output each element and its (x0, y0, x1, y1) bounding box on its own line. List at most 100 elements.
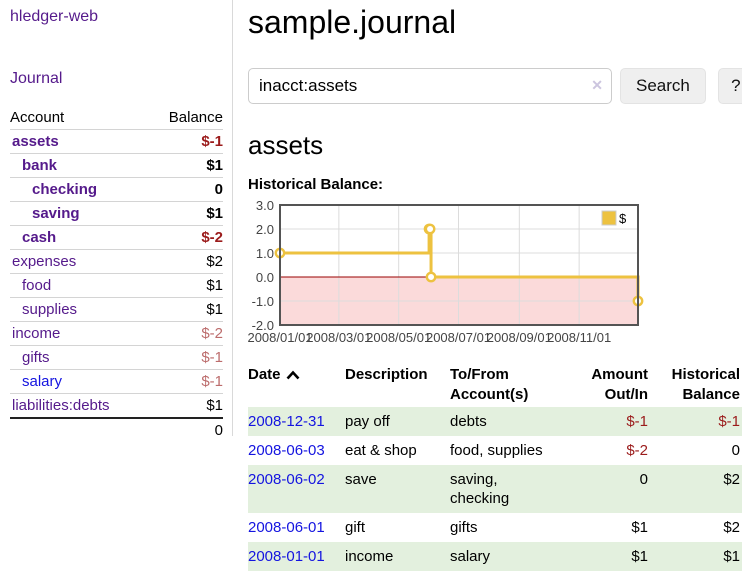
x-tick-label: 2008/05/01 (366, 330, 431, 345)
balance-chart-svg: $3.0 2.0 1.0 0.0 -1.0 -2.02008/01/012008/03/0… (247, 198, 644, 345)
register-header-date[interactable]: Date (248, 363, 345, 407)
account-link[interactable]: food (22, 277, 52, 294)
account-link[interactable]: supplies (22, 301, 78, 318)
x-tick-label: 2008/11/01 (547, 330, 611, 345)
register-amount: 0 (568, 465, 650, 513)
account-balance: $-1 (147, 345, 223, 370)
register-row: 2008-06-01 gift gifts $1 $2 (248, 513, 742, 542)
register-amount: $-1 (568, 407, 650, 436)
account-link[interactable]: checking (32, 181, 98, 198)
y-tick-label: 1.0 (256, 246, 274, 261)
account-balance: $-1 (147, 129, 223, 154)
chart-label: Historical Balance: (248, 176, 384, 193)
accounts-header-account: Account (10, 106, 148, 130)
account-balance: $2 (147, 249, 223, 274)
accounts-header-balance: Balance (147, 106, 223, 130)
register-description: gift (345, 519, 366, 536)
register-balance: $-1 (650, 407, 742, 436)
account-link[interactable]: gifts (22, 349, 50, 366)
account-row: supplies $1 (10, 297, 223, 322)
register-header-amount: Amount Out/In (591, 366, 648, 403)
accounts-table: Account Balance assets $-1 bank $1 checking 0… (10, 106, 223, 442)
register-row: 2008-01-01 income salary $1 $1 (248, 542, 742, 571)
register-row: 2008-12-31 pay off debts $-1 $-1 (248, 407, 742, 436)
register-balance: $2 (723, 519, 740, 536)
y-tick-label: 3.0 (256, 201, 274, 213)
accounts-total-value: 0 (147, 417, 223, 442)
app-title-link[interactable]: hledger-web (10, 8, 99, 25)
y-tick-label: 2.0 (256, 222, 274, 237)
register-amount: $1 (568, 542, 650, 571)
accounts-table-header: Account Balance (10, 106, 223, 130)
account-heading: assets (248, 130, 324, 160)
page-title: sample.journal (248, 4, 457, 40)
search-form: ✕ Search ? (248, 68, 742, 104)
account-balance: $-2 (147, 225, 223, 250)
register-date-link[interactable]: 2008-01-01 (248, 548, 325, 565)
account-link[interactable]: income (12, 325, 61, 342)
register-description: eat & shop (345, 442, 417, 459)
x-tick-label: 2008/07/01 (426, 330, 491, 345)
account-row: liabilities:debts $1 (10, 393, 223, 419)
account-balance: $-1 (147, 369, 223, 394)
search-button[interactable]: Search (620, 68, 706, 104)
register-accounts: debts (450, 407, 568, 436)
register-header-description: Description (345, 366, 428, 383)
register-accounts: salary (450, 542, 568, 571)
legend-swatch (601, 210, 617, 226)
register-balance: 0 (731, 442, 740, 459)
account-balance: $-2 (147, 321, 223, 346)
account-link[interactable]: assets (12, 133, 59, 150)
account-row: salary $-1 (10, 369, 223, 394)
sort-ascending-icon (286, 367, 300, 384)
register-date-link[interactable]: 2008-12-31 (248, 413, 325, 430)
account-row: assets $-1 (10, 129, 223, 154)
y-tick-label: -1.0 (252, 294, 274, 309)
account-row: saving $1 (10, 201, 223, 226)
account-row: bank $1 (10, 153, 223, 178)
account-row: expenses $2 (10, 249, 223, 274)
data-point (425, 271, 437, 283)
help-button[interactable]: ? (717, 68, 742, 104)
sidebar: hledger-web Journal Account Balance asse… (0, 0, 233, 571)
account-link[interactable]: cash (22, 229, 57, 246)
sidebar-item-journal[interactable]: Journal (10, 70, 63, 87)
x-tick-label: 2008/01/01 (248, 330, 313, 345)
register-accounts: food, supplies (450, 442, 543, 459)
register-balance: $2 (650, 465, 742, 513)
accounts-total-row: 0 (10, 417, 223, 442)
search-input[interactable] (248, 68, 612, 104)
register-date-link[interactable]: 2008-06-02 (248, 471, 325, 488)
account-balance: $1 (147, 201, 223, 226)
x-tick-label: 2008/09/01 (487, 330, 552, 345)
account-link[interactable]: saving (32, 205, 80, 222)
register-row: 2008-06-02 save saving, checking 0 $2 (248, 465, 742, 513)
register-date-link[interactable]: 2008-06-03 (248, 442, 325, 459)
register-balance: $1 (650, 542, 742, 571)
account-balance: $1 (147, 297, 223, 322)
main-content: sample.journal ✕ Search ? assets Histori… (233, 0, 742, 571)
account-row: income $-2 (10, 321, 223, 346)
register-date-link[interactable]: 2008-06-01 (248, 519, 325, 536)
accounts-total-spacer (10, 417, 148, 442)
sidebar-divider (232, 0, 233, 436)
clear-search-icon[interactable]: ✕ (591, 77, 603, 93)
account-link[interactable]: bank (22, 157, 58, 174)
account-link[interactable]: liabilities:debts (12, 397, 110, 414)
account-link[interactable]: salary (22, 373, 63, 390)
register-header-row: Date Description To/From Account(s) Amou… (248, 363, 742, 407)
register-header-accounts: To/From Account(s) (450, 366, 529, 403)
register-description: pay off (345, 407, 450, 436)
account-balance: $1 (147, 393, 223, 419)
data-point (424, 223, 436, 235)
account-link[interactable]: expenses (12, 253, 77, 270)
register-row: 2008-06-03 eat & shop food, supplies $-2 0 (248, 436, 742, 465)
x-tick-label: 2008/03/01 (306, 330, 371, 345)
register-description: income (345, 542, 450, 571)
account-row: checking 0 (10, 177, 223, 202)
account-row: gifts $-1 (10, 345, 223, 370)
account-balance: 0 (147, 177, 223, 202)
register-accounts: gifts (450, 519, 478, 536)
legend-label: $ (619, 211, 627, 226)
